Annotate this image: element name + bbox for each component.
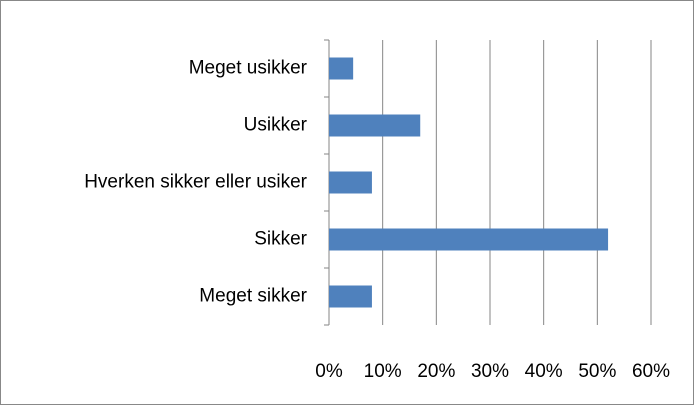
y-tick-label: Meget usikker [189, 58, 308, 79]
bar [329, 171, 372, 194]
bar [329, 285, 372, 308]
bar [329, 228, 609, 251]
y-tick-label: Usikker [244, 115, 308, 136]
y-tick-label: Meget sikker [199, 286, 307, 307]
y-tick-label: Hverken sikker eller usiker [84, 172, 307, 193]
x-tick-label: 50% [578, 361, 616, 382]
bar [329, 114, 421, 137]
x-tick-label: 30% [471, 361, 509, 382]
bar [329, 57, 354, 80]
y-tick-label: Sikker [254, 229, 307, 250]
x-tick-label: 40% [525, 361, 563, 382]
x-tick-label: 20% [417, 361, 455, 382]
x-tick-label: 60% [632, 361, 670, 382]
x-tick-label: 10% [364, 361, 402, 382]
x-tick-label: 0% [315, 361, 343, 382]
